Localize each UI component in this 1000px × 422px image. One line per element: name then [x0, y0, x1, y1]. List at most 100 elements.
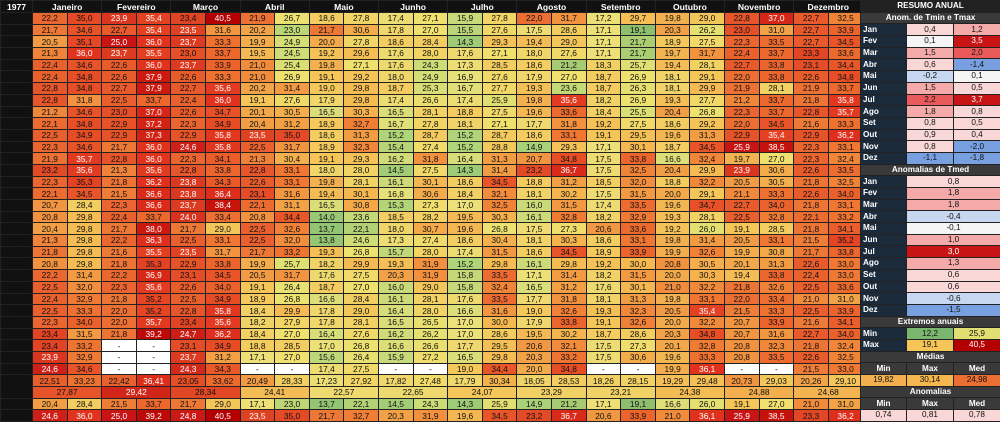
tmin-cell: 16,4	[379, 305, 414, 317]
tmin-cell: 17,6	[448, 293, 483, 305]
tmax-cell: 33,3	[690, 351, 725, 363]
tmin-cell: 20,3	[379, 270, 414, 282]
tmin-cell: 19,6	[655, 351, 690, 363]
tmax-cell: 32,8	[690, 340, 725, 352]
tmin-cell: 17,9	[517, 316, 552, 328]
tmin-cell: 17,5	[586, 340, 621, 352]
tmax-cell: 24,6	[344, 235, 379, 247]
month-abbr: Dez	[861, 304, 907, 316]
tmax-cell: 37,2	[136, 118, 171, 130]
tmax-cell: 27,1	[482, 48, 517, 60]
tmax-cell: 28,1	[344, 176, 379, 188]
month-abbr: Ago	[861, 258, 907, 270]
tmin-cell: 17,4	[379, 94, 414, 106]
tmin-cell: 18,7	[309, 281, 344, 293]
tmax-cell: 31,5	[551, 200, 586, 212]
anom-max: 0,1	[954, 71, 1000, 83]
tmin-cell: 18,2	[586, 211, 621, 223]
tmin-cell: 20,0	[655, 188, 690, 200]
tmin-cell: 16,1	[379, 176, 414, 188]
tmax-cell: 26,2	[413, 328, 448, 340]
tmax-cell: 35,2	[828, 235, 863, 247]
tmax-cell: 34,0	[828, 188, 863, 200]
tmin-cell: 17,7	[517, 118, 552, 130]
tmin-cell: 22,6	[171, 106, 206, 118]
tmax-cell: 33,9	[759, 316, 794, 328]
tmax-cell: 27,3	[413, 200, 448, 212]
tmin-cell: 19,6	[517, 106, 552, 118]
tmin-cell: 22,6	[171, 281, 206, 293]
tmin-cell: 22,4	[33, 293, 68, 305]
tmin-cell: 18,6	[309, 129, 344, 141]
tmin-cell: 22,1	[33, 118, 68, 130]
tmax-cell: 36,0	[136, 36, 171, 48]
tmin-cell: 18,1	[655, 83, 690, 95]
tmax-cell: 27,9	[275, 316, 310, 328]
tmin-cell: 20,4	[240, 118, 275, 130]
tmin-cell: 23,9	[33, 351, 68, 363]
media-max: 36,41	[136, 375, 171, 387]
tmin-cell: 20,0	[655, 316, 690, 328]
tmed-anom: 3,0	[907, 246, 1000, 258]
tmed-anom: 0,6	[907, 269, 1000, 281]
tmin-cell: 17,1	[586, 141, 621, 153]
anom-min: 1,5	[907, 47, 954, 59]
tmax-cell: 38,0	[136, 223, 171, 235]
tmin-cell: 16,2	[379, 153, 414, 165]
tmin-cell: 20,6	[517, 340, 552, 352]
summary-row: Nov-0,6	[861, 293, 1000, 305]
tmax-cell: 26,8	[690, 106, 725, 118]
tmax-cell: 28,1	[413, 106, 448, 118]
tmin-cell: 22,3	[725, 36, 760, 48]
summary-row: Dez-1,5	[861, 304, 1000, 316]
month-abbr: Set	[861, 117, 907, 129]
tmin-cell: 21,8	[725, 281, 760, 293]
tmin-cell: 21,9	[33, 153, 68, 165]
tmin-cell: 20,8	[725, 340, 760, 352]
year-label: 1977	[1, 1, 33, 13]
tmax-cell: 33,5	[482, 293, 517, 305]
summary-row: Anom. de Tmin e Tmax	[861, 12, 1000, 24]
tmin-cell: 22,7	[171, 83, 206, 95]
tmax-cell: 33,5	[621, 200, 656, 212]
tmin-cell: 22,3	[33, 316, 68, 328]
tmin-cell: 17,6	[448, 48, 483, 60]
day-number: 16	[1, 188, 33, 200]
tmax-cell: 33,1	[759, 235, 794, 247]
tmin-cell: 22,3	[33, 176, 68, 188]
tmin-cell: 22,3	[794, 153, 829, 165]
tmax-cell: 33,0	[828, 258, 863, 270]
tmax-cell: 26,4	[344, 351, 379, 363]
tmax-cell: 31,2	[551, 176, 586, 188]
tmax-cell: 33,1	[275, 176, 310, 188]
tmax-cell: 30,4	[482, 235, 517, 247]
tmax-cell: 34,5	[690, 141, 725, 153]
tmax-cell: 36,7	[551, 164, 586, 176]
media-min: 17,23	[309, 375, 344, 387]
tmin-cell: 20,2	[240, 83, 275, 95]
tmin-cell: 21,8	[102, 176, 137, 188]
tmin-cell: 19,9	[240, 36, 275, 48]
tmin-cell: 16,2	[379, 328, 414, 340]
tmax-cell: 35,5	[136, 246, 171, 258]
tmax-cell: 27,6	[344, 328, 379, 340]
tmax-cell: 32,2	[690, 176, 725, 188]
anom-title: Anom. de Tmin e Tmax	[861, 12, 1000, 24]
tmax-cell: 30,8	[344, 200, 379, 212]
tmin-cell: 19,8	[309, 176, 344, 188]
tmax-cell: 35,4	[136, 13, 171, 25]
tmin-cell: 22,2	[33, 13, 68, 25]
maior-min: 20,6	[586, 410, 621, 422]
tmax-cell: 34,7	[206, 106, 241, 118]
tmax-cell: 38,5	[759, 141, 794, 153]
tmin-cell: 22,5	[33, 281, 68, 293]
tmax-cell: 38,4	[206, 200, 241, 212]
summary-row: Abr-0,4	[861, 211, 1000, 223]
